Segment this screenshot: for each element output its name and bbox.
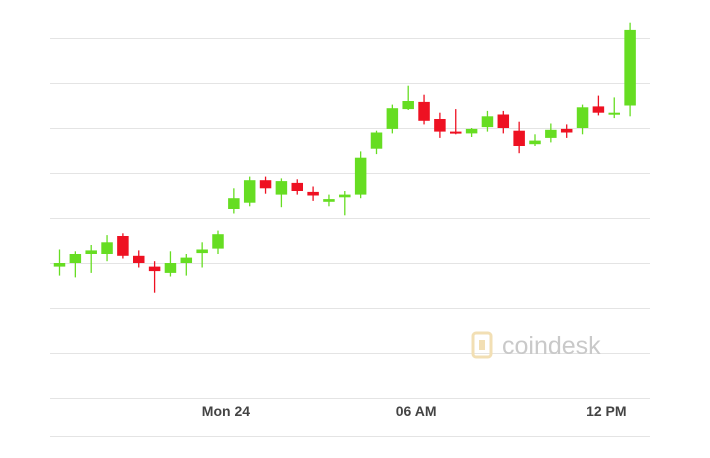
candle: [53, 249, 66, 276]
coindesk-logo-icon: [471, 331, 493, 359]
candle-body-down: [434, 119, 446, 132]
candle: [497, 110, 510, 134]
candle: [592, 95, 605, 116]
candle: [259, 176, 272, 194]
candle: [85, 245, 97, 273]
candle-body-up: [180, 257, 193, 263]
candle-body-down: [117, 236, 129, 256]
candle-body-down: [560, 128, 573, 133]
candle: [560, 124, 573, 138]
candle-body-up: [402, 101, 414, 110]
candle-body-down: [148, 266, 161, 272]
candle-body-down: [291, 182, 303, 191]
candle: [386, 104, 399, 134]
candle-body-up: [275, 181, 288, 195]
candle: [608, 97, 620, 119]
candle: [164, 251, 177, 277]
candle: [402, 85, 414, 110]
candle-body-down: [513, 130, 525, 146]
candle-body-up: [196, 249, 208, 254]
candle: [323, 194, 335, 207]
candle-body-up: [339, 194, 351, 198]
candle-body-up: [545, 129, 557, 138]
candle: [291, 179, 303, 195]
candle-body-down: [450, 131, 462, 134]
candle-body-up: [212, 234, 224, 249]
coindesk-logo-frame: [471, 331, 493, 359]
candle-body-up: [243, 180, 256, 203]
candle-body-up: [386, 108, 399, 129]
candle-body-up: [164, 263, 177, 273]
x-tick-label: 12 PM: [586, 403, 626, 419]
x-tick-label: Mon 24: [202, 403, 250, 419]
candle: [228, 188, 240, 214]
candle-body-up: [370, 132, 383, 149]
candle-body-up: [608, 112, 620, 115]
x-tick-label: 06 AM: [396, 403, 437, 419]
candle-body-up: [354, 157, 367, 195]
candle: [434, 112, 446, 138]
candle-body-up: [576, 107, 589, 128]
candle: [275, 178, 288, 208]
candle: [450, 109, 462, 135]
candle-body-up: [481, 116, 494, 128]
watermark-brand-text: coindesk: [502, 332, 601, 360]
candle-body-up: [101, 242, 113, 254]
coindesk-watermark: coindesk: [471, 331, 601, 360]
x-axis-ticks: Mon 24 06 AM 12 PM: [202, 403, 627, 419]
candle-body-down: [497, 114, 510, 128]
candle: [339, 191, 351, 216]
candle: [117, 233, 129, 259]
candle: [529, 134, 541, 146]
candle: [513, 121, 525, 154]
candle-body-up: [323, 199, 335, 202]
candle-body-down: [592, 106, 605, 113]
candle-body-up: [228, 198, 240, 209]
candle: [69, 251, 82, 278]
candle: [545, 123, 557, 143]
candles: [53, 22, 636, 293]
candle: [370, 130, 383, 155]
candle: [418, 94, 430, 125]
candle-body-down: [307, 191, 319, 196]
grid-lines: [50, 38, 650, 437]
candle: [465, 128, 478, 137]
candle-body-up: [624, 29, 636, 106]
candle: [307, 186, 319, 201]
candle-body-up: [529, 140, 541, 145]
candle: [101, 235, 113, 262]
candle-body-up: [465, 128, 478, 134]
candle: [196, 242, 208, 268]
candle: [180, 254, 193, 276]
candle: [354, 151, 367, 199]
candle-body-up: [69, 254, 82, 263]
candle-body-down: [259, 180, 272, 189]
candle: [481, 110, 494, 132]
candle-body-down: [418, 101, 430, 121]
candle-body-up: [53, 263, 66, 267]
candle: [133, 250, 145, 268]
candle: [212, 230, 224, 254]
candle: [148, 261, 161, 293]
candle: [243, 176, 256, 207]
candle: [624, 22, 636, 117]
candle-body-down: [133, 255, 145, 263]
coindesk-logo-core: [479, 340, 485, 350]
candle-body-up: [85, 250, 97, 254]
candle: [576, 104, 589, 135]
